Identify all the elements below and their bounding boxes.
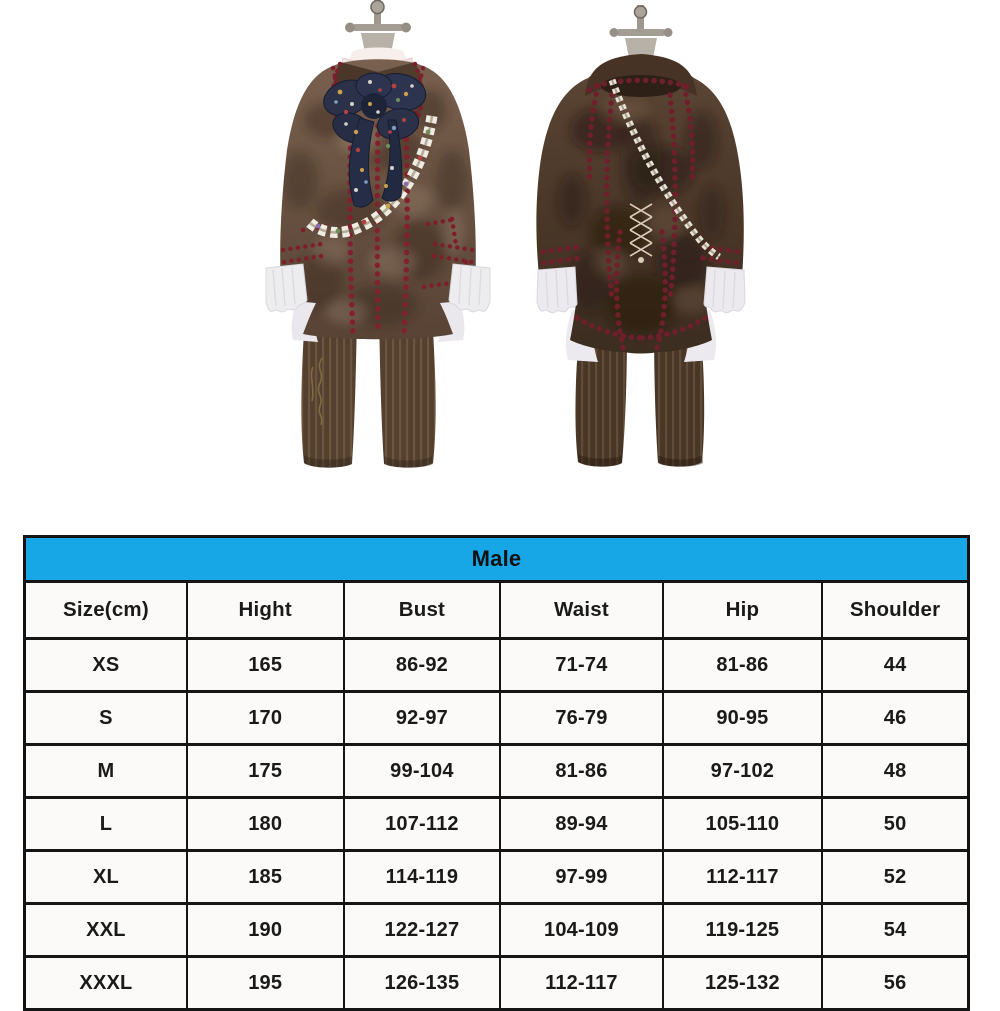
measurement-cell: 97-99	[499, 849, 664, 905]
size-label-cell: XXXL	[23, 955, 188, 1011]
size-row: XXL 190 122-127 104-109 119-125 54	[23, 902, 970, 958]
column-header: Size(cm)	[23, 580, 188, 640]
measurement-cell: 56	[821, 955, 970, 1011]
product-photo-section	[265, 0, 746, 468]
size-label-cell: XXL	[23, 902, 188, 958]
size-label-cell: M	[23, 743, 188, 799]
measurement-cell: 170	[185, 690, 345, 746]
measurement-cell: 97-102	[661, 743, 824, 799]
jewel-chain	[304, 115, 438, 238]
measurement-cell: 126-135	[342, 955, 502, 1011]
measurement-cell: 125-132	[661, 955, 824, 1011]
size-label-cell: L	[23, 796, 188, 852]
lace-cuff-back-right	[703, 266, 746, 314]
column-header-row: Size(cm) Hight Bust Waist Hip Shoulder	[23, 580, 970, 640]
size-chart: Male Size(cm) Hight Bust Waist Hip Shoulder X…	[23, 535, 970, 1011]
gender-header: Male	[23, 535, 970, 583]
size-label-cell: XS	[23, 637, 188, 693]
column-header: Hight	[185, 580, 345, 640]
measurement-cell: 54	[821, 902, 970, 958]
lace-cuff-front-right	[448, 263, 491, 313]
costume-back-figure	[536, 5, 746, 467]
size-row: L 180 107-112 89-94 105-110 50	[23, 796, 970, 852]
back-lacing	[629, 203, 653, 263]
measurement-cell: 46	[821, 690, 970, 746]
lace-cuff-back-left	[536, 266, 578, 314]
costume-front-figure	[265, 0, 491, 468]
measurement-cell: 48	[821, 743, 970, 799]
measurement-cell: 112-117	[499, 955, 664, 1011]
pants-embroidery	[310, 357, 323, 426]
measurement-cell: 86-92	[342, 637, 502, 693]
pants-front	[301, 316, 436, 468]
measurement-cell: 76-79	[499, 690, 664, 746]
measurement-cell: 105-110	[661, 796, 824, 852]
size-label-cell: S	[23, 690, 188, 746]
bow-speckles	[334, 80, 414, 192]
measurement-cell: 175	[185, 743, 345, 799]
measurement-cell: 114-119	[342, 849, 502, 905]
bow-jabot	[323, 72, 427, 208]
measurement-cell: 185	[185, 849, 345, 905]
measurement-cell: 190	[185, 902, 345, 958]
measurement-cell: 107-112	[342, 796, 502, 852]
measurement-cell: 165	[185, 637, 345, 693]
gender-title-row: Male	[23, 535, 970, 583]
measurement-cell: 52	[821, 849, 970, 905]
measurement-cell: 122-127	[342, 902, 502, 958]
chain-strap-back	[608, 78, 721, 260]
column-header: Hip	[661, 580, 824, 640]
measurement-cell: 99-104	[342, 743, 502, 799]
measurement-cell: 89-94	[499, 796, 664, 852]
size-row: M 175 99-104 81-86 97-102 48	[23, 743, 970, 799]
red-bead-trim-back	[540, 77, 742, 351]
measurement-cell: 119-125	[661, 902, 824, 958]
size-chart-body: XS 165 86-92 71-74 81-86 44 S 170 92-97 76-79 90-9…	[23, 637, 970, 1011]
coat-back	[536, 54, 744, 354]
size-row: S 170 92-97 76-79 90-95 46	[23, 690, 970, 746]
measurement-cell: 50	[821, 796, 970, 852]
column-header: Bust	[342, 580, 502, 640]
measurement-cell: 92-97	[342, 690, 502, 746]
measurement-cell: 180	[185, 796, 345, 852]
size-chart-table: Male Size(cm) Hight Bust Waist Hip Shoulder X…	[23, 535, 970, 1011]
measurement-cell: 112-117	[661, 849, 824, 905]
measurement-cell: 104-109	[499, 902, 664, 958]
measurement-cell: 71-74	[499, 637, 664, 693]
lace-cuff-front-left	[265, 263, 308, 313]
size-row: XXXL 195 126-135 112-117 125-132 56	[23, 955, 970, 1011]
column-header: Shoulder	[821, 580, 970, 640]
measurement-cell: 81-86	[661, 637, 824, 693]
measurement-cell: 81-86	[499, 743, 664, 799]
size-row: XS 165 86-92 71-74 81-86 44	[23, 637, 970, 693]
costume-photo-illustration	[265, 0, 746, 468]
size-row: XL 185 114-119 97-99 112-117 52	[23, 849, 970, 905]
column-header: Waist	[499, 580, 664, 640]
mannequin-stand-back	[609, 5, 673, 58]
size-label-cell: XL	[23, 849, 188, 905]
measurement-cell: 44	[821, 637, 970, 693]
measurement-cell: 195	[185, 955, 345, 1011]
measurement-cell: 90-95	[661, 690, 824, 746]
